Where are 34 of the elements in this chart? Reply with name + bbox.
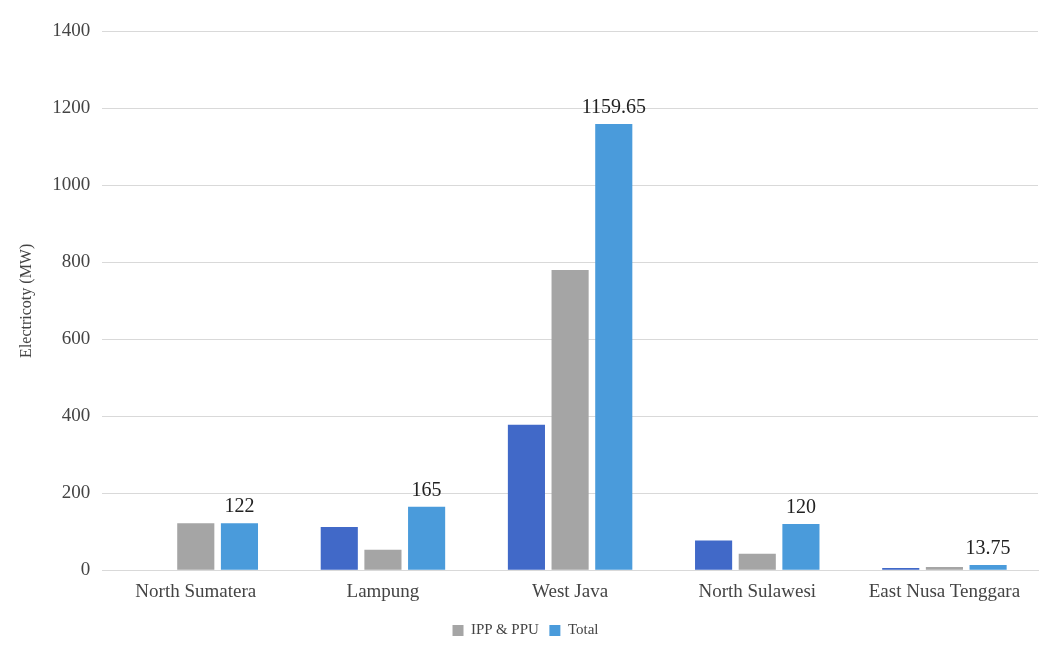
x-tick-label: East Nusa Tenggara xyxy=(868,579,1021,601)
data-label: 165 xyxy=(411,477,442,500)
data-label: 13.75 xyxy=(965,536,1011,559)
bar xyxy=(925,567,963,570)
bar xyxy=(220,523,259,570)
data-label: 1159.65 xyxy=(581,95,646,118)
y-tick-label: 0 xyxy=(80,558,91,580)
x-tick-label: North Sumatera xyxy=(135,579,257,601)
legend-label: IPP & PPU xyxy=(471,621,539,638)
bar xyxy=(969,564,1007,570)
y-tick-label: 1200 xyxy=(52,96,91,118)
x-tick-label: Lampung xyxy=(346,579,420,601)
y-tick-label: 200 xyxy=(61,481,91,503)
bar xyxy=(320,527,358,570)
y-tick-label: 1400 xyxy=(52,19,91,41)
bar xyxy=(782,524,820,570)
bar xyxy=(695,540,733,570)
bar xyxy=(507,424,545,570)
data-label: 122 xyxy=(224,494,255,517)
y-tick-label: 800 xyxy=(61,250,91,272)
bar xyxy=(551,270,589,570)
x-tick-label: West Java xyxy=(532,579,609,601)
y-axis-title: Electricoty (MW) xyxy=(16,243,35,358)
bar xyxy=(595,123,633,570)
x-tick-label: North Sulawesi xyxy=(698,579,817,601)
y-tick-label: 1000 xyxy=(52,173,91,195)
legend-label: Total xyxy=(567,621,599,638)
bar xyxy=(364,549,402,570)
data-label: 120 xyxy=(785,495,816,518)
bar xyxy=(738,553,776,570)
y-tick-label: 600 xyxy=(61,327,91,349)
y-tick-label: 400 xyxy=(61,404,91,426)
bar xyxy=(408,506,446,570)
bar xyxy=(177,523,215,570)
